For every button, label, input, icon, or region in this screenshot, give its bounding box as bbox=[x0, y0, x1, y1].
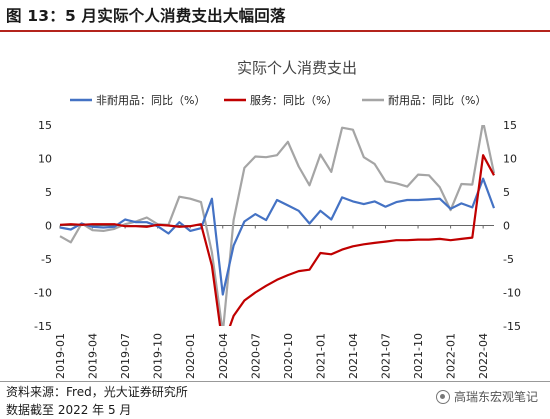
y-tick-label-left: -15 bbox=[34, 320, 52, 333]
x-tick-label: 2021-10 bbox=[412, 333, 425, 379]
y-tick-label-left: 5 bbox=[45, 186, 52, 199]
footer-rule bbox=[0, 381, 550, 382]
y-tick-label-right: -10 bbox=[503, 287, 521, 300]
x-tick-label: 2020-01 bbox=[184, 333, 197, 379]
date-note: 数据截至 2022 年 5 月 bbox=[6, 403, 132, 417]
x-tick-label: 2020-04 bbox=[217, 333, 230, 379]
x-tick-label: 2019-01 bbox=[54, 333, 67, 379]
wechat-icon bbox=[435, 389, 450, 404]
watermark: 高瑞东宏观笔记 bbox=[435, 388, 538, 405]
y-tick-label-right: -5 bbox=[503, 253, 514, 266]
x-tick-label: 2022-01 bbox=[445, 333, 458, 379]
x-tick-label: 2022-04 bbox=[477, 333, 490, 379]
legend-label-durables: 耐用品：同比（%） bbox=[388, 94, 486, 107]
x-tick-label: 2019-10 bbox=[152, 333, 165, 379]
x-tick-label: 2021-07 bbox=[380, 333, 393, 379]
y-tick-label-right: 5 bbox=[503, 186, 510, 199]
title-rule bbox=[0, 30, 550, 32]
x-tick-label: 2020-10 bbox=[282, 333, 295, 379]
y-tick-label-right: -15 bbox=[503, 320, 521, 333]
legend: 非耐用品：同比（%） 服务：同比（%） 耐用品：同比（%） bbox=[70, 94, 486, 107]
x-tick-label: 2021-04 bbox=[347, 333, 360, 379]
left-axis: 15 10 5 0 -5 -10 -15 bbox=[34, 119, 52, 333]
right-axis: 15 10 5 0 -5 -10 -15 bbox=[503, 119, 521, 333]
y-tick-label-left: -5 bbox=[41, 253, 52, 266]
x-tick-label: 2019-07 bbox=[119, 333, 132, 379]
y-tick-label-right: 0 bbox=[503, 220, 510, 233]
consumption-line-chart: 实际个人消费支出 非耐用品：同比（%） 服务：同比（%） 耐用品：同比（%） 1… bbox=[34, 59, 521, 379]
y-tick-label-left: 15 bbox=[38, 119, 52, 132]
watermark-text: 高瑞东宏观笔记 bbox=[453, 390, 538, 404]
x-tick-label: 2019-04 bbox=[87, 333, 100, 379]
series-line-nondurables bbox=[59, 177, 496, 296]
chart-title: 实际个人消费支出 bbox=[237, 59, 357, 77]
series-layer bbox=[59, 125, 496, 326]
y-tick-label-right: 10 bbox=[503, 153, 517, 166]
x-tick-label: 2021-01 bbox=[314, 333, 327, 379]
series-line-services bbox=[59, 154, 495, 326]
y-tick-label-right: 15 bbox=[503, 119, 517, 132]
figure-title: 图 13：5 月实际个人消费支出大幅回落 bbox=[6, 7, 286, 25]
y-tick-label-left: 10 bbox=[38, 153, 52, 166]
y-tick-label-left: 0 bbox=[45, 220, 52, 233]
x-axis: 2019-01 2019-04 2019-07 2019-10 2020-01 2020-… bbox=[54, 225, 494, 379]
x-tick-label: 2020-07 bbox=[249, 333, 262, 379]
y-tick-label-left: -10 bbox=[34, 287, 52, 300]
legend-label-nondurables: 非耐用品：同比（%） bbox=[96, 94, 205, 107]
legend-label-services: 服务：同比（%） bbox=[250, 94, 337, 107]
source-note: 资料来源：Fred，光大证券研究所 bbox=[6, 385, 188, 399]
